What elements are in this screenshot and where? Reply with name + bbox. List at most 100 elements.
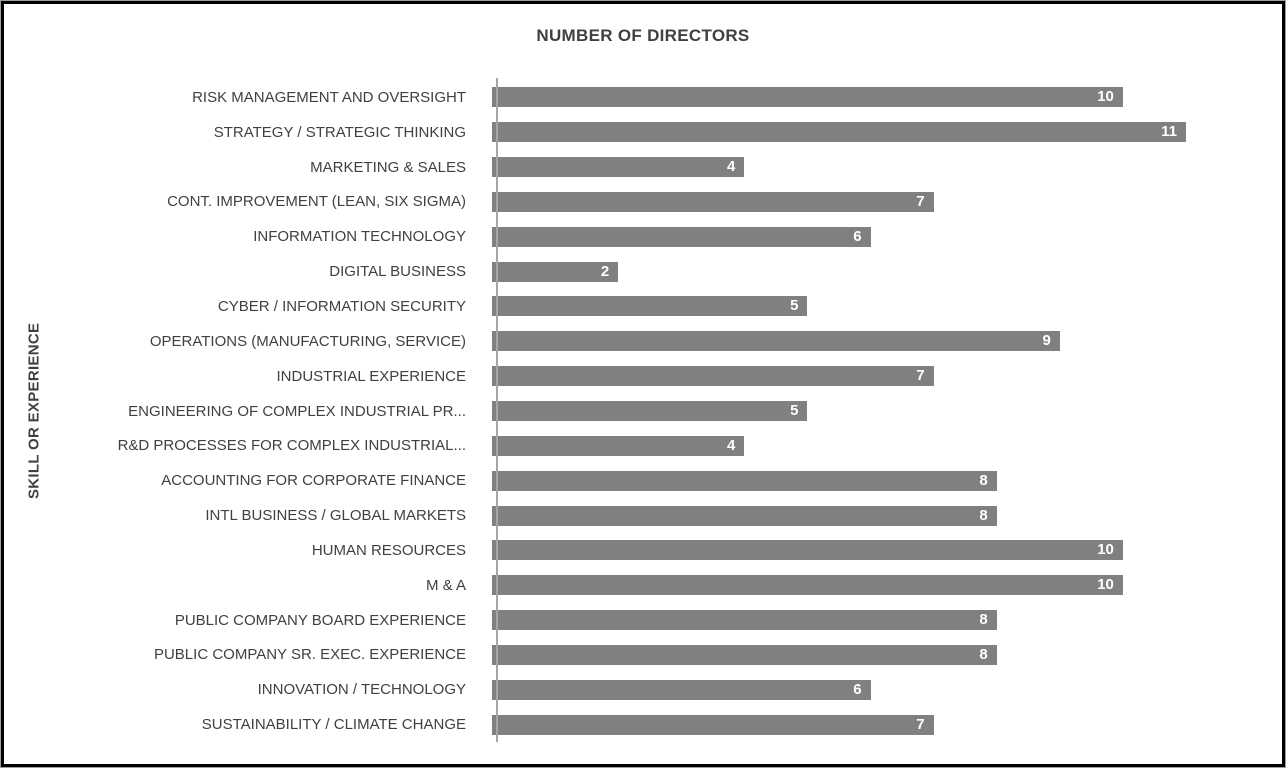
bar-row: DIGITAL BUSINESS 2 xyxy=(4,254,1278,289)
bar-row: R&D PROCESSES FOR COMPLEX INDUSTRIAL... 4 xyxy=(4,428,1278,463)
bar-track: 8 xyxy=(492,505,1186,526)
bar: 2 xyxy=(492,261,619,282)
category-label: CONT. IMPROVEMENT (LEAN, SIX SIGMA) xyxy=(167,193,466,211)
value-label: 11 xyxy=(1161,123,1177,141)
category-label: HUMAN RESOURCES xyxy=(311,541,466,559)
bar-row: MARKETING & SALES 4 xyxy=(4,150,1278,185)
bar-track: 5 xyxy=(492,296,1186,317)
chart-title: NUMBER OF DIRECTORS xyxy=(536,26,750,45)
category-label: INDUSTRIAL EXPERIENCE xyxy=(276,367,467,385)
bar: 6 xyxy=(492,679,871,700)
bar-rows-container: RISK MANAGEMENT AND OVERSIGHT 10 STRATEGY … xyxy=(4,80,1278,742)
bar-row: CONT. IMPROVEMENT (LEAN, SIX SIGMA) 7 xyxy=(4,185,1278,220)
category-label: ACCOUNTING FOR CORPORATE FINANCE xyxy=(161,472,466,490)
category-label: INTL BUSINESS / GLOBAL MARKETS xyxy=(205,507,466,525)
value-label: 2 xyxy=(600,262,610,280)
bar-track: 10 xyxy=(492,575,1186,596)
bar-row: RISK MANAGEMENT AND OVERSIGHT 10 xyxy=(4,80,1278,115)
value-label: 8 xyxy=(979,645,988,663)
value-label: 7 xyxy=(916,367,925,385)
value-label: 10 xyxy=(1097,88,1114,106)
category-label: SUSTAINABILITY / CLIMATE CHANGE xyxy=(201,716,466,734)
y-axis-line xyxy=(496,78,498,742)
bar: 8 xyxy=(492,610,997,631)
value-label: 10 xyxy=(1097,541,1114,559)
bar-track: 8 xyxy=(492,644,1186,665)
category-label: OPERATIONS (MANUFACTURING, SERVICE) xyxy=(149,332,466,350)
value-label: 8 xyxy=(979,471,988,489)
category-label: M & A xyxy=(425,576,466,594)
bar-track: 6 xyxy=(492,679,1186,700)
bar-track: 10 xyxy=(492,540,1186,561)
category-label: RISK MANAGEMENT AND OVERSIGHT xyxy=(192,88,466,106)
plot-area: SKILL OR EXPERIENCE RISK MANAGEMENT AND … xyxy=(4,78,1282,742)
category-label: R&D PROCESSES FOR COMPLEX INDUSTRIAL... xyxy=(117,437,466,455)
category-label: ENGINEERING OF COMPLEX INDUSTRIAL PR... xyxy=(128,402,466,420)
bar-track: 10 xyxy=(492,87,1186,108)
bar: 4 xyxy=(492,157,745,178)
bar-row: INDUSTRIAL EXPERIENCE 7 xyxy=(4,359,1278,394)
category-label: STRATEGY / STRATEGIC THINKING xyxy=(213,123,466,141)
bar-track: 4 xyxy=(492,435,1186,456)
bar-track: 11 xyxy=(492,122,1186,143)
category-label: INNOVATION / TECHNOLOGY xyxy=(257,681,466,699)
bar: 8 xyxy=(492,470,997,491)
bar: 7 xyxy=(492,714,934,735)
value-label: 4 xyxy=(727,436,736,454)
value-label: 5 xyxy=(790,297,799,315)
value-label: 4 xyxy=(727,158,736,176)
bar: 10 xyxy=(492,87,1123,108)
bar: 10 xyxy=(492,540,1123,561)
bar: 7 xyxy=(492,191,934,212)
bar-row: INFORMATION TECHNOLOGY 6 xyxy=(4,219,1278,254)
bar-row: HUMAN RESOURCES 10 xyxy=(4,533,1278,568)
value-label: 7 xyxy=(916,715,925,733)
bar: 4 xyxy=(492,435,745,456)
bar-track: 8 xyxy=(492,470,1186,491)
value-label: 8 xyxy=(979,611,988,629)
bar: 10 xyxy=(492,575,1123,596)
bar-track: 7 xyxy=(492,714,1186,735)
bar: 7 xyxy=(492,366,934,387)
bar-track: 4 xyxy=(492,157,1186,178)
bar: 11 xyxy=(492,122,1186,143)
bar: 6 xyxy=(492,226,871,247)
bar: 5 xyxy=(492,401,808,422)
bar-row: INTL BUSINESS / GLOBAL MARKETS 8 xyxy=(4,498,1278,533)
bar: 8 xyxy=(492,644,997,665)
bar: 9 xyxy=(492,331,1060,352)
bar-track: 9 xyxy=(492,331,1186,352)
bar-row: ACCOUNTING FOR CORPORATE FINANCE 8 xyxy=(4,463,1278,498)
value-label: 5 xyxy=(790,402,799,420)
bar-row: INNOVATION / TECHNOLOGY 6 xyxy=(4,672,1278,707)
bar-track: 5 xyxy=(492,401,1186,422)
value-label: 6 xyxy=(853,680,862,698)
value-label: 6 xyxy=(853,227,862,245)
bar: 8 xyxy=(492,505,997,526)
category-label: PUBLIC COMPANY SR. EXEC. EXPERIENCE xyxy=(153,646,466,664)
category-label: CYBER / INFORMATION SECURITY xyxy=(217,297,466,315)
category-label: INFORMATION TECHNOLOGY xyxy=(253,228,466,246)
bar-track: 7 xyxy=(492,366,1186,387)
category-label: MARKETING & SALES xyxy=(310,158,466,176)
value-label: 8 xyxy=(979,506,988,524)
bar-row: PUBLIC COMPANY BOARD EXPERIENCE 8 xyxy=(4,603,1278,638)
bar-row: STRATEGY / STRATEGIC THINKING 11 xyxy=(4,115,1278,150)
bar-row: CYBER / INFORMATION SECURITY 5 xyxy=(4,289,1278,324)
value-label: 9 xyxy=(1042,332,1051,350)
value-label: 10 xyxy=(1097,576,1114,594)
bar-track: 8 xyxy=(492,610,1186,631)
bar-row: M & A 10 xyxy=(4,568,1278,603)
bar: 5 xyxy=(492,296,808,317)
value-label: 7 xyxy=(916,192,925,210)
bar-row: OPERATIONS (MANUFACTURING, SERVICE) 9 xyxy=(4,324,1278,359)
bar-row: SUSTAINABILITY / CLIMATE CHANGE 7 xyxy=(4,707,1278,742)
category-label: PUBLIC COMPANY BOARD EXPERIENCE xyxy=(174,611,466,629)
bar-row: ENGINEERING OF COMPLEX INDUSTRIAL PR... 5 xyxy=(4,394,1278,429)
bar-track: 7 xyxy=(492,191,1186,212)
bar-track: 2 xyxy=(492,261,1186,282)
category-label: DIGITAL BUSINESS xyxy=(329,263,466,281)
bar-track: 6 xyxy=(492,226,1186,247)
bar-row: PUBLIC COMPANY SR. EXEC. EXPERIENCE 8 xyxy=(4,638,1278,673)
